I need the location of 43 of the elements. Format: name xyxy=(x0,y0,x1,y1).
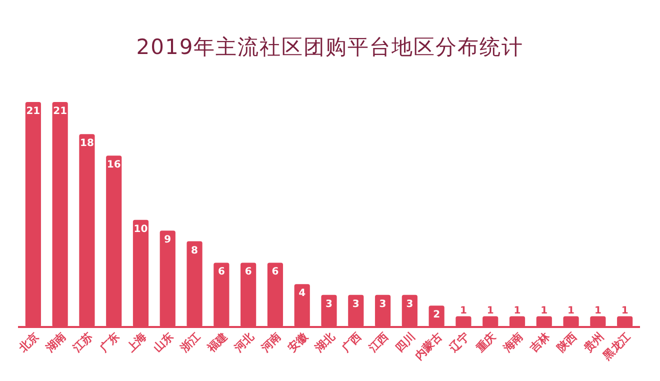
data-label: 18 xyxy=(80,138,94,150)
data-label: 1 xyxy=(568,305,575,316)
x-tick-label: 重庆 xyxy=(473,330,499,356)
x-tick-label: 上海 xyxy=(124,330,150,356)
data-label: 3 xyxy=(379,298,386,310)
x-tick-label: 吉林 xyxy=(526,329,554,356)
data-label: 10 xyxy=(134,224,148,235)
x-tick-label: 广东 xyxy=(96,330,122,356)
data-label: 9 xyxy=(164,234,172,246)
data-label: 21 xyxy=(53,106,68,117)
data-label: 3 xyxy=(326,298,333,310)
x-tick-label: 江苏 xyxy=(70,330,96,356)
data-label: 1 xyxy=(540,305,548,316)
data-label: 3 xyxy=(352,298,360,310)
x-tick-label: 河北 xyxy=(231,329,258,356)
x-tick-label: 陕西 xyxy=(554,330,580,355)
data-label: 4 xyxy=(298,288,306,300)
data-label: 1 xyxy=(514,305,521,316)
data-label: 3 xyxy=(406,298,414,310)
x-tick-label: 浙江 xyxy=(177,330,203,356)
data-label: 6 xyxy=(244,266,252,278)
data-label: 16 xyxy=(106,160,121,171)
data-label: 21 xyxy=(26,106,40,117)
x-tick-label: 辽宁 xyxy=(446,330,472,356)
data-label: 8 xyxy=(191,245,198,256)
x-tick-label: 江西 xyxy=(366,330,392,356)
data-label: 1 xyxy=(621,305,628,316)
x-tick-label: 湖南 xyxy=(42,330,68,356)
x-tick-label: 湖北 xyxy=(312,329,338,356)
data-label: 1 xyxy=(460,305,467,316)
x-tick-label: 山东 xyxy=(151,330,176,355)
x-tick-label: 北京 xyxy=(16,330,42,356)
data-label: 1 xyxy=(486,305,494,316)
data-label: 6 xyxy=(218,266,225,278)
x-tick-label: 广西 xyxy=(338,330,364,356)
x-tick-label: 河南 xyxy=(258,330,284,356)
x-tick-label: 福建 xyxy=(204,330,230,356)
x-tick-label: 安徽 xyxy=(286,329,312,355)
x-tick-label: 海南 xyxy=(500,330,526,356)
data-label: 1 xyxy=(594,305,602,316)
data-label: 2 xyxy=(433,310,440,321)
chart-title: 2019年主流社区团购平台地区分布统计 xyxy=(136,35,524,59)
data-label: 6 xyxy=(272,266,279,278)
